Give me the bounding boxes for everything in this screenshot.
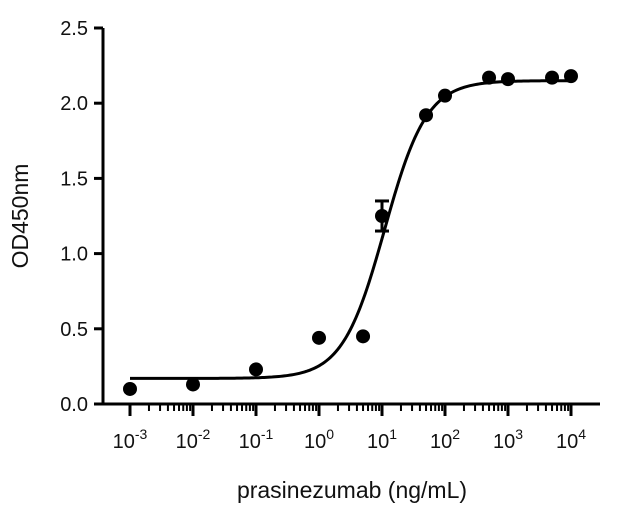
fit-curve-group [130,79,572,380]
y-tick-label: 0.5 [60,319,88,341]
data-point [545,70,560,85]
x-tick-label: 104 [556,426,586,453]
x-tick-label: 10-2 [176,426,211,453]
data-point [186,377,200,392]
data-points [123,69,578,396]
x-tick-label: 10-1 [239,426,274,453]
data-point [501,72,515,87]
y-axis-ticks: 0.0 0.5 1.0 1.5 2.0 2.5 [60,18,103,416]
x-tick-label: 101 [367,426,397,453]
x-tick-label: 102 [430,426,460,453]
data-point [249,362,263,377]
axes [101,28,600,406]
y-axis-title: OD450nm [7,164,33,269]
data-point [438,88,452,103]
y-tick-label: 1.0 [60,244,88,266]
x-axis-title: prasinezumab (ng/mL) [237,477,467,503]
data-point [564,69,578,84]
y-tick-label: 2.0 [60,93,88,115]
data-point [312,330,326,345]
x-tick-label: 100 [304,426,334,453]
x-axis-ticks: 10-3 10-2 10-1 100 101 102 103 104 [113,404,586,453]
x-tick-label: 10-3 [113,426,148,453]
y-tick-label: 0.0 [60,394,88,416]
x-tick-label: 103 [493,426,523,453]
y-tick-label: 2.5 [60,18,88,40]
fit-curve [130,79,572,380]
data-point [356,329,371,344]
data-point [375,209,389,223]
y-tick-label: 1.5 [60,168,88,190]
data-point [123,381,137,396]
data-point [482,70,497,85]
data-point [419,108,434,123]
